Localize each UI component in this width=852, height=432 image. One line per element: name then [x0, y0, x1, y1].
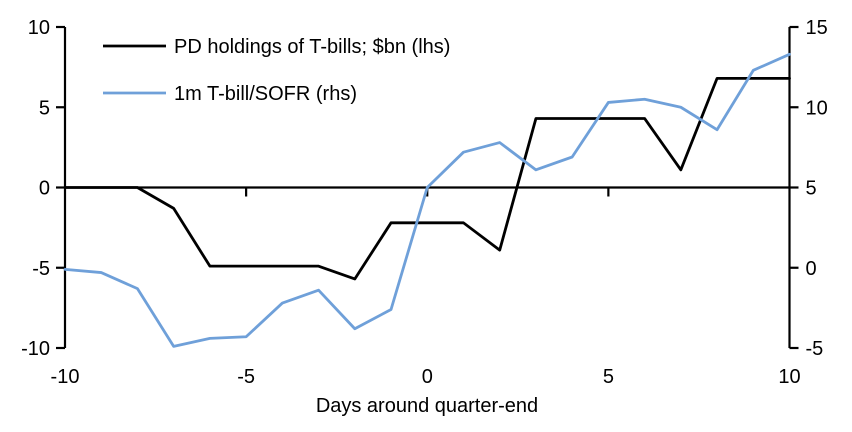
legend-label-tbill-sofr: 1m T-bill/SOFR (rhs)	[174, 83, 357, 105]
series-line-tbill-sofr	[63, 52, 791, 348]
series-lines	[63, 52, 791, 348]
x-tick-label: 0	[422, 366, 433, 388]
axes: -10 -5 0 5 10 10 5 0 -5 -10 15 10 5 0 -5	[21, 17, 828, 388]
series-line-pd-holdings	[63, 76, 791, 281]
x-tick-label: 5	[603, 366, 614, 388]
right-tick-label: -5	[806, 338, 824, 360]
left-tick-label: -10	[21, 338, 50, 360]
left-tick-label: 10	[28, 17, 50, 39]
left-tick-label: 0	[39, 178, 50, 200]
x-tick-label: 10	[778, 366, 800, 388]
x-tick-label: -10	[51, 366, 80, 388]
x-axis-title: Days around quarter-end	[316, 395, 538, 417]
left-tick-label: -5	[32, 258, 50, 280]
legend-label-pd-holdings: PD holdings of T-bills; $bn (lhs)	[174, 36, 450, 58]
left-tick-label: 5	[39, 97, 50, 119]
right-tick-label: 10	[806, 97, 828, 119]
right-tick-label: 5	[806, 178, 817, 200]
right-tick-label: 0	[806, 258, 817, 280]
x-tick-label: -5	[237, 366, 255, 388]
legend: PD holdings of T-bills; $bn (lhs) 1m T-b…	[103, 36, 450, 105]
right-tick-label: 15	[806, 17, 828, 39]
